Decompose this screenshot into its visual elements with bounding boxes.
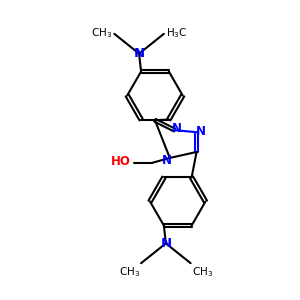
Text: N: N [162,154,172,167]
Text: CH$_3$: CH$_3$ [91,26,112,40]
Text: N: N [160,237,171,250]
Text: N: N [134,47,145,60]
Text: CH$_3$: CH$_3$ [192,265,213,279]
Text: H$_3$C: H$_3$C [166,26,188,40]
Text: N: N [172,122,182,135]
Text: N: N [196,125,206,138]
Text: CH$_3$: CH$_3$ [119,265,140,279]
Text: HO: HO [111,155,131,168]
